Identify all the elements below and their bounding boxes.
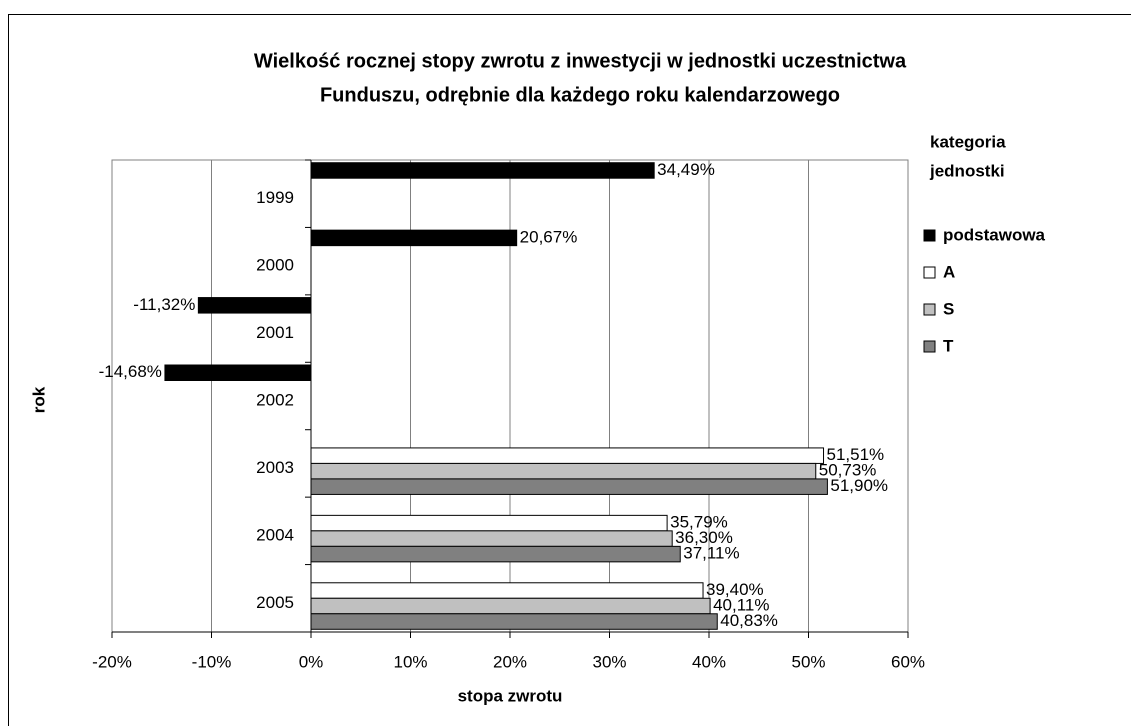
x-tick-label: -20% [92, 652, 132, 671]
legend-swatch [923, 303, 936, 316]
value-label: 40,11% [713, 596, 769, 615]
bar [310, 530, 673, 547]
bar [310, 447, 825, 464]
value-label: 40,83% [720, 611, 778, 630]
value-label: -11,32% [133, 295, 195, 314]
x-tick-label: -10% [192, 652, 232, 671]
x-tick-label: 60% [891, 652, 925, 671]
x-tick-label: 10% [393, 652, 427, 671]
value-label: 39,40% [706, 580, 764, 599]
chart-title: Funduszu, odrębnie dla każdego roku kale… [320, 84, 840, 106]
legend-swatch [923, 340, 936, 353]
legend-label: podstawowa [943, 225, 1046, 244]
x-tick-label: 0% [299, 652, 324, 671]
y-tick-label: 2000 [256, 256, 294, 275]
y-axis-label: rok [29, 386, 48, 413]
legend-title: jednostki [929, 161, 1005, 180]
bar [310, 514, 668, 532]
legend-swatch [923, 266, 936, 279]
legend-label: A [943, 262, 955, 281]
value-label: -14,68% [99, 362, 162, 381]
bar [310, 545, 681, 563]
bar [310, 597, 711, 615]
x-tick-label: 50% [791, 652, 825, 671]
legend-label: S [943, 299, 954, 318]
value-label: 50,73% [819, 461, 877, 480]
bar [164, 364, 312, 381]
value-label: 51,51% [827, 445, 885, 464]
x-tick-label: 20% [493, 652, 527, 671]
legend-label: T [943, 336, 954, 355]
x-tick-label: 30% [592, 652, 626, 671]
legend-swatch [923, 229, 936, 242]
value-label: 35,79% [670, 513, 728, 532]
value-label: 36,30% [675, 528, 733, 547]
value-label: 34,49% [657, 160, 715, 179]
y-tick-label: 2005 [256, 593, 294, 612]
y-tick-label: 2004 [256, 525, 294, 544]
value-label: 37,11% [683, 544, 739, 563]
x-axis-label: stopa zwrotu [458, 686, 563, 705]
bar [310, 582, 704, 599]
y-tick-label: 2003 [256, 458, 294, 477]
bar [310, 462, 817, 480]
x-tick-label: 40% [692, 652, 726, 671]
legend-title: kategoria [930, 132, 1006, 151]
bar [310, 613, 718, 630]
bar [310, 162, 655, 179]
y-tick-label: 2001 [256, 323, 294, 342]
bar [197, 297, 312, 314]
value-label: 20,67% [520, 227, 578, 246]
y-tick-label: 1999 [256, 188, 294, 207]
value-label: 51,90% [830, 476, 888, 495]
bar [310, 229, 518, 247]
y-tick-label: 2002 [256, 390, 294, 409]
bar [310, 478, 828, 495]
chart-title: Wielkość rocznej stopy zwrotu z inwestyc… [254, 50, 907, 72]
